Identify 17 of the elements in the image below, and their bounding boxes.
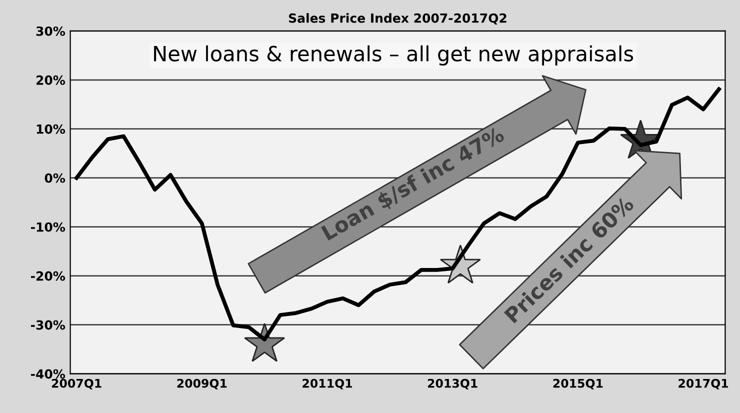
y-tick-label: 20% — [36, 75, 66, 85]
x-tick-label: 2011Q1 — [302, 378, 352, 390]
y-tick-label: -20% — [31, 271, 66, 281]
y-tick-label: -40% — [31, 369, 66, 379]
x-tick-label: 2013Q1 — [428, 378, 478, 390]
x-tick-label: 2009Q1 — [177, 378, 227, 390]
y-tick-label: -10% — [31, 222, 66, 232]
y-tick-label: 0% — [44, 173, 66, 183]
x-tick-label: 2015Q1 — [553, 378, 603, 390]
chart-title: Sales Price Index 2007-2017Q2 — [288, 13, 506, 24]
line-series — [74, 87, 721, 342]
y-tick-label: -30% — [31, 320, 66, 330]
y-tick-label: 10% — [36, 124, 66, 134]
annotation: New loans & renewals – all get new appraisals — [154, 45, 634, 66]
x-tick-label: 2007Q1 — [52, 378, 102, 390]
x-tick-label: 2017Q1 — [678, 378, 728, 390]
y-tick-label: 30% — [36, 26, 66, 36]
